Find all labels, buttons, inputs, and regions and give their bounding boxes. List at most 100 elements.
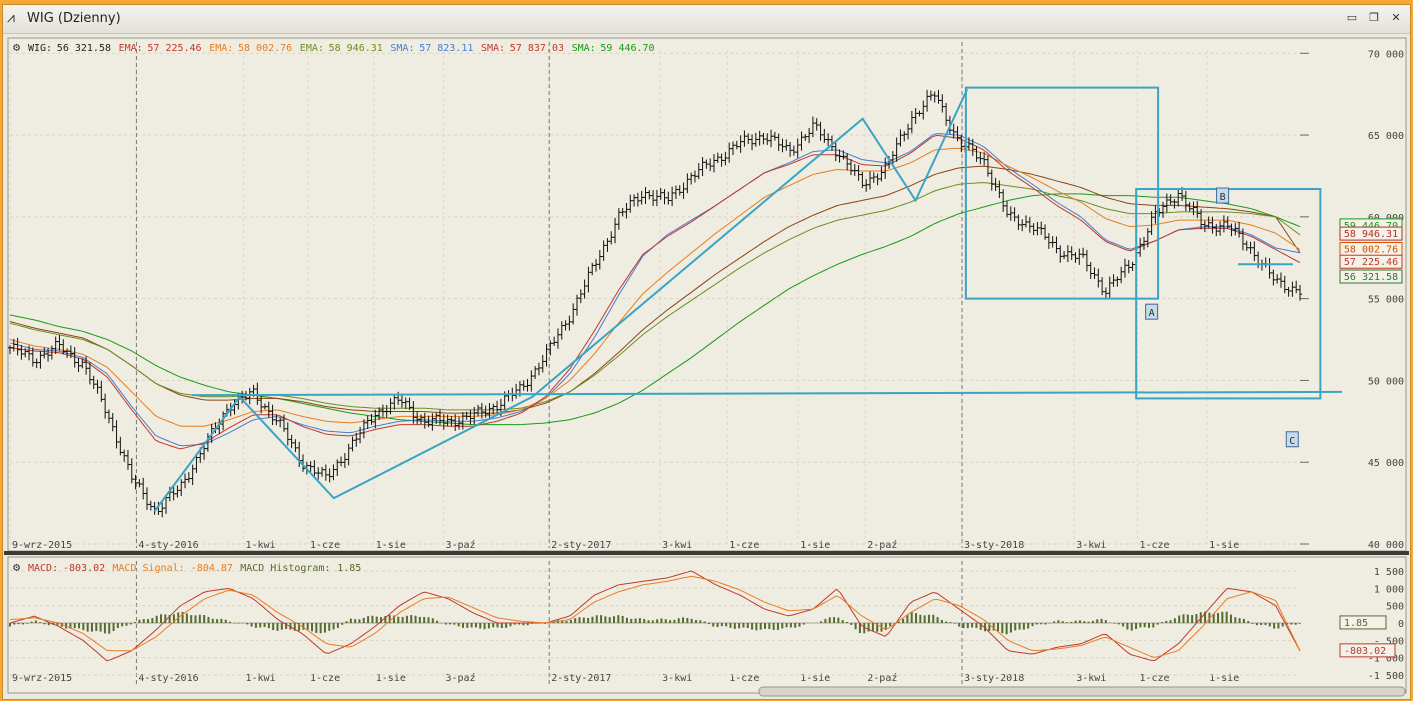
price-bar: [1058, 245, 1063, 263]
x-tick-label: 3-sty-2018: [964, 540, 1024, 551]
price-bar: [434, 412, 439, 424]
minimize-icon[interactable]: ▭: [1346, 11, 1358, 24]
price-bar: [734, 140, 739, 150]
price-bar: [342, 453, 347, 468]
price-bar: [670, 186, 675, 207]
price-bar: [978, 152, 983, 165]
price-bar: [658, 187, 663, 200]
price-bar: [582, 279, 587, 299]
macd-y-tick-label: 0: [1398, 619, 1404, 630]
price-bar: [278, 417, 283, 428]
price-bar: [350, 436, 355, 452]
price-bar: [1069, 246, 1074, 260]
price-bar: [616, 208, 621, 230]
price-bar: [1046, 233, 1051, 249]
annotation-box: [1216, 187, 1230, 204]
price-bar: [548, 340, 553, 356]
price-bar: [932, 91, 937, 103]
price-bar: [373, 409, 378, 429]
value-tag-text: 56 321.58: [1344, 272, 1398, 283]
price-bar: [970, 138, 975, 156]
x-tick-label: 3-kwi: [1076, 540, 1106, 551]
price-bar: [1225, 216, 1230, 230]
price-bar: [757, 130, 762, 146]
x-tick-label: 2-sty-2017: [551, 540, 611, 551]
x-tick-label: 1-sie: [800, 540, 830, 551]
price-bar: [23, 348, 28, 358]
annotation-box: [1285, 431, 1299, 448]
price-bar: [909, 110, 914, 134]
price-bar: [1161, 201, 1166, 218]
price-bar: [624, 203, 629, 219]
price-bar: [852, 164, 857, 176]
x-tick-label: 1-cze: [729, 540, 759, 551]
price-bar: [1001, 189, 1006, 212]
y-tick-label: 50 000: [1368, 376, 1404, 387]
price-bar: [894, 137, 899, 162]
annotation-box: [1145, 303, 1159, 320]
price-bar: [57, 335, 62, 351]
x-tick-label: 1-cze: [310, 540, 340, 551]
price-bar: [27, 345, 32, 361]
price-bar: [259, 394, 264, 414]
restore-icon[interactable]: ❐: [1369, 11, 1379, 24]
legend-label: SMA:: [572, 43, 596, 54]
y-tick-label: 45 000: [1368, 458, 1404, 469]
price-bar: [559, 321, 564, 340]
price-bar: [1122, 258, 1127, 278]
chart-canvas[interactable]: 40 000 45 000 50 000 55 000 60 000 65 000 70 0…: [4, 34, 1409, 698]
price-bar: [125, 449, 130, 470]
price-bar: [689, 172, 694, 185]
x-tick-label: 1-sie: [1209, 540, 1239, 551]
price-bar: [989, 169, 994, 191]
price-bar: [289, 434, 294, 449]
y-tick-label: 60 000: [1368, 213, 1404, 224]
macd-legend-label: MACD:: [28, 563, 58, 574]
price-bar: [1252, 241, 1257, 262]
price-bar: [1119, 266, 1124, 284]
price-bar: [985, 155, 990, 177]
price-bar: [1202, 220, 1207, 233]
price-bar: [666, 191, 671, 205]
price-bar: [936, 89, 941, 104]
price-bar: [144, 487, 149, 510]
price-bar: [30, 347, 35, 367]
price-bar: [1218, 221, 1223, 236]
x-tick-label: 9-wrz-2015: [12, 540, 72, 551]
legend-label: EMA:: [300, 43, 324, 54]
price-bar: [1240, 228, 1245, 251]
price-bar: [974, 146, 979, 162]
title-bar[interactable]: ⩘ WIG (Dzienny) ▭ ❐ ✕: [3, 5, 1410, 34]
price-bar: [411, 401, 416, 424]
price-bar: [114, 420, 119, 449]
price-bar: [384, 405, 389, 418]
price-bar: [1271, 269, 1276, 286]
price-bar: [15, 337, 20, 356]
close-icon[interactable]: ✕: [1391, 11, 1401, 24]
value-tag-text: 58 946.31: [1344, 229, 1398, 240]
price-bar: [183, 473, 188, 489]
price-bar: [464, 411, 469, 420]
price-bar: [879, 166, 884, 182]
x-tick-label: 1-sie: [376, 673, 406, 684]
price-bar: [1043, 224, 1048, 240]
price-bar: [848, 159, 853, 176]
moving-average-line: [9, 147, 1301, 427]
price-bar: [468, 409, 473, 425]
y-tick-label: 70 000: [1368, 49, 1404, 60]
price-bar: [613, 217, 618, 244]
price-bar: [921, 100, 926, 120]
price-bar: [609, 231, 614, 245]
price-bar: [883, 157, 888, 179]
price-bar: [346, 443, 351, 466]
price-bar: [369, 413, 374, 425]
price-bar: [335, 459, 340, 477]
price-bar: [788, 142, 793, 157]
price-bar: [681, 182, 686, 199]
price-bar: [590, 262, 595, 276]
price-bar: [483, 405, 488, 418]
price-bar: [72, 347, 77, 368]
price-bar: [605, 238, 610, 252]
price-bar: [80, 358, 85, 369]
x-tick-label: 3-sty-2018: [964, 673, 1024, 684]
